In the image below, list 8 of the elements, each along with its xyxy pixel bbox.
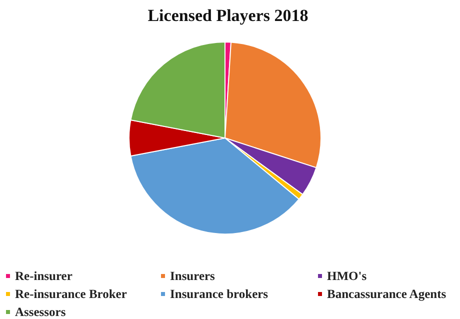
legend-label: Assessors	[15, 304, 66, 319]
legend-label: Re-insurance Broker	[15, 286, 127, 302]
legend-label: Bancassurance Agents	[327, 286, 446, 302]
legend-label: HMO's	[327, 268, 367, 284]
legend-label: Re-insurer	[15, 268, 72, 284]
legend-label: Insurance brokers	[170, 286, 268, 302]
legend-label: Insurers	[170, 268, 215, 284]
chart-title: Licensed Players 2018	[146, 6, 310, 27]
